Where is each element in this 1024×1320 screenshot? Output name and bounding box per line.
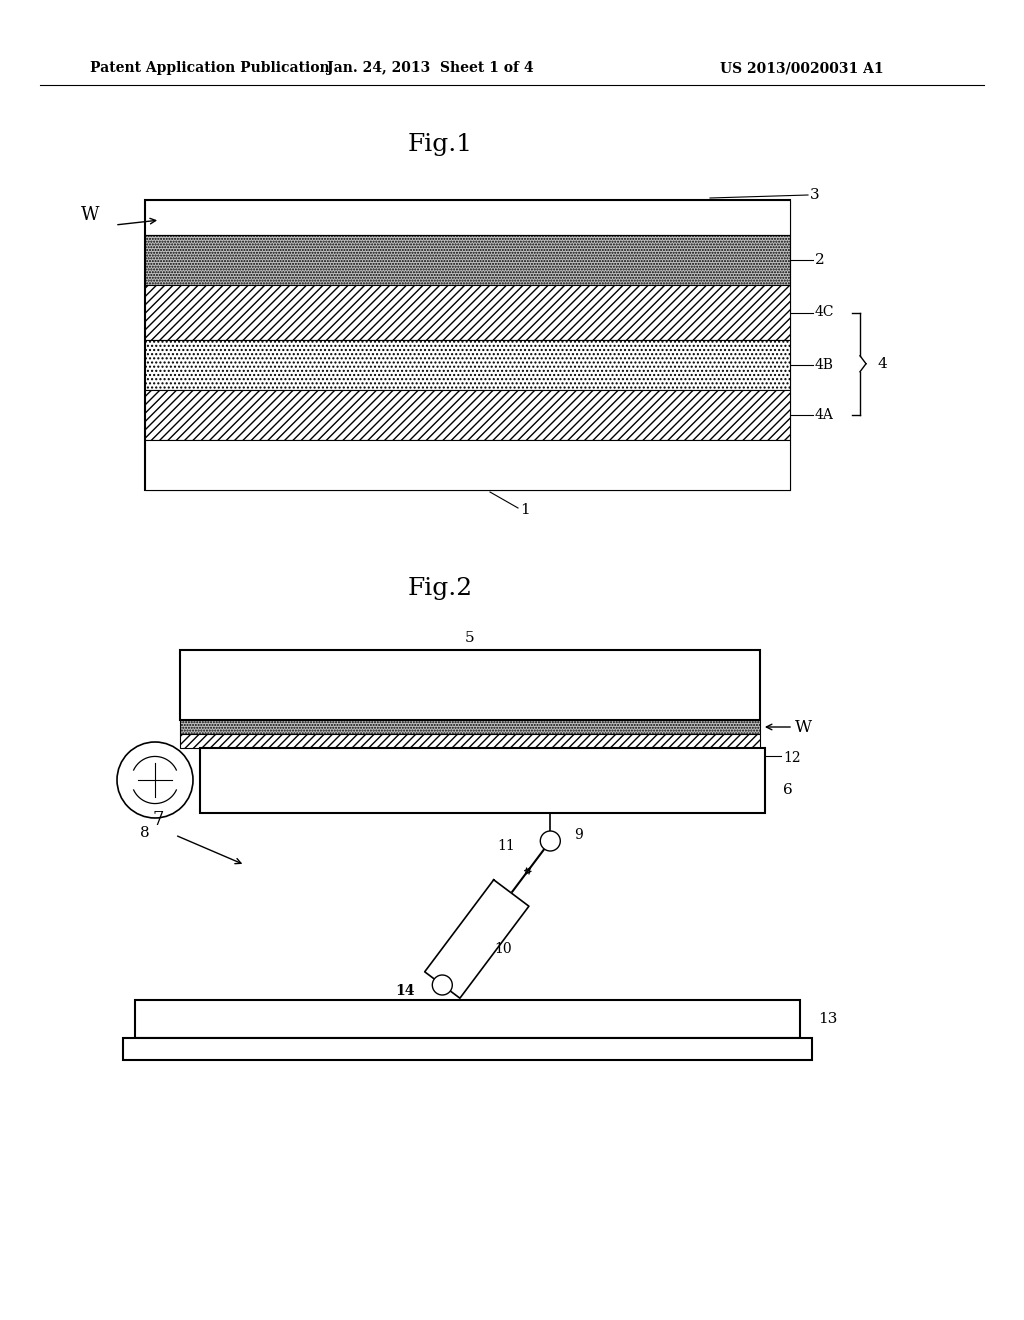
Bar (145, 285, 790, 341)
Text: W: W (795, 718, 812, 735)
Text: 3: 3 (810, 187, 819, 202)
Bar (145, 341, 790, 389)
Bar (145, 235, 790, 285)
Circle shape (541, 832, 560, 851)
Text: 7: 7 (152, 810, 164, 829)
Text: Patent Application Publication: Patent Application Publication (90, 61, 330, 75)
Text: 4: 4 (878, 356, 888, 371)
Text: W: W (81, 206, 99, 224)
Text: Jan. 24, 2013  Sheet 1 of 4: Jan. 24, 2013 Sheet 1 of 4 (327, 61, 534, 75)
Text: 1: 1 (520, 503, 529, 517)
Text: 2: 2 (815, 253, 824, 267)
Bar (135, 1001, 800, 1038)
Text: 10: 10 (495, 942, 512, 956)
Text: 9: 9 (574, 828, 583, 842)
Text: 4A: 4A (815, 408, 834, 422)
Text: 4C: 4C (815, 305, 835, 319)
Bar (123, 1038, 812, 1060)
Text: 12: 12 (783, 751, 801, 766)
Circle shape (432, 975, 453, 995)
Text: 11: 11 (498, 840, 515, 853)
Bar (180, 649, 760, 719)
Text: Fig.1: Fig.1 (408, 133, 472, 157)
Text: 5: 5 (465, 631, 475, 645)
Text: Fig.2: Fig.2 (408, 577, 472, 599)
Text: 14: 14 (395, 983, 415, 998)
Text: 13: 13 (818, 1012, 838, 1026)
Polygon shape (425, 880, 529, 998)
Text: 6: 6 (783, 783, 793, 797)
Text: 4B: 4B (815, 358, 834, 372)
Bar (145, 440, 790, 490)
Bar (145, 389, 790, 440)
Text: US 2013/0020031 A1: US 2013/0020031 A1 (720, 61, 884, 75)
Bar (145, 201, 790, 490)
Circle shape (117, 742, 193, 818)
Text: 8: 8 (140, 826, 150, 840)
Bar (180, 734, 760, 748)
Bar (180, 719, 760, 734)
Bar (145, 201, 790, 235)
Bar (200, 748, 765, 813)
